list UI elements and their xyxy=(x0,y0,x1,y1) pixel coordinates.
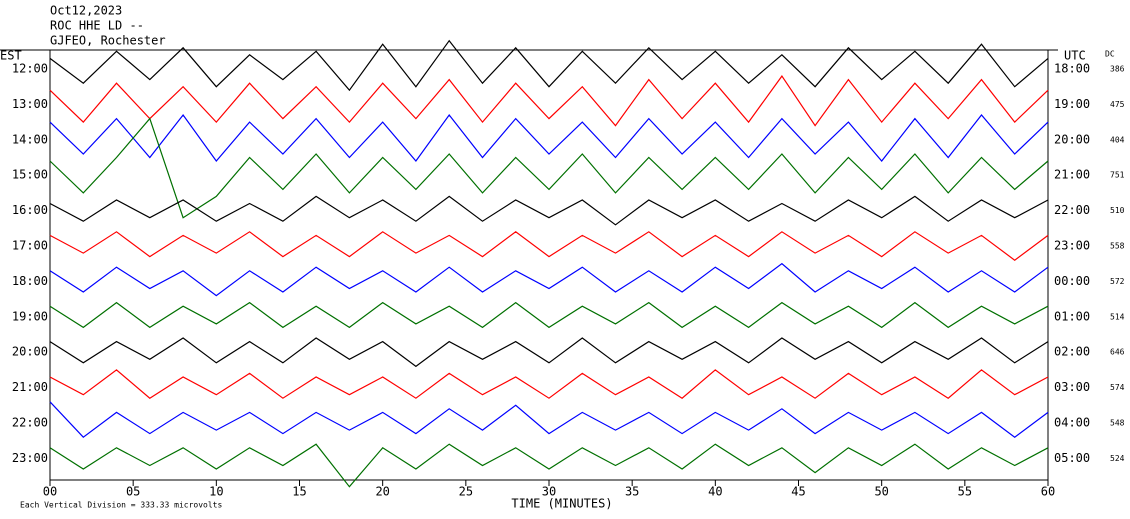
x-tick-label: 40 xyxy=(708,485,722,499)
dc-value: 475 xyxy=(1110,100,1125,109)
dc-value: 572 xyxy=(1110,277,1125,286)
x-axis-label: TIME (MINUTES) xyxy=(511,497,612,511)
utc-time: 22:00 xyxy=(1054,203,1090,217)
seismic-trace xyxy=(49,301,1049,329)
est-time: 17:00 xyxy=(12,239,48,253)
utc-time: 01:00 xyxy=(1054,309,1090,323)
utc-time: 05:00 xyxy=(1054,451,1090,465)
utc-time: 02:00 xyxy=(1054,345,1090,359)
seismic-trace xyxy=(49,337,1049,368)
utc-label: UTC xyxy=(1064,49,1086,63)
scale-note: Each Vertical Division = 333.33 microvol… xyxy=(20,501,222,510)
utc-time: 19:00 xyxy=(1054,97,1090,111)
x-tick-label: 15 xyxy=(292,485,306,499)
utc-time: 18:00 xyxy=(1054,62,1090,76)
est-time: 13:00 xyxy=(12,97,48,111)
est-time: 18:00 xyxy=(12,274,48,288)
seismic-trace xyxy=(49,262,1049,297)
x-tick-label: 25 xyxy=(459,485,473,499)
utc-time: 04:00 xyxy=(1054,416,1090,430)
x-tick-label: 05 xyxy=(126,485,140,499)
dc-value: 574 xyxy=(1110,383,1125,392)
utc-time: 20:00 xyxy=(1054,132,1090,146)
x-tick-label: 55 xyxy=(958,485,972,499)
date: Oct12,2023 xyxy=(50,4,122,18)
est-time: 20:00 xyxy=(12,345,48,359)
utc-time: 21:00 xyxy=(1054,168,1090,182)
x-tick-label: 30 xyxy=(542,485,556,499)
x-tick-label: 45 xyxy=(791,485,805,499)
est-time: 23:00 xyxy=(12,451,48,465)
x-tick-label: 00 xyxy=(43,485,57,499)
utc-time: 23:00 xyxy=(1054,239,1090,253)
station: ROC HHE LD -- xyxy=(50,19,144,33)
location: GJFEO, Rochester xyxy=(50,34,166,48)
dc-value: 524 xyxy=(1110,454,1125,463)
est-label: EST xyxy=(0,49,22,63)
est-time: 21:00 xyxy=(12,380,48,394)
seismic-trace xyxy=(49,401,1049,439)
x-tick-label: 50 xyxy=(874,485,888,499)
dc-value: 548 xyxy=(1110,419,1125,428)
est-time: 12:00 xyxy=(12,62,48,76)
seismic-trace xyxy=(49,39,1049,92)
est-time: 14:00 xyxy=(12,132,48,146)
dc-label: DC xyxy=(1105,50,1115,59)
est-time: 22:00 xyxy=(12,416,48,430)
dc-value: 386 xyxy=(1110,65,1125,74)
dc-value: 646 xyxy=(1110,348,1125,357)
seismic-trace xyxy=(49,75,1049,127)
x-tick-label: 20 xyxy=(375,485,389,499)
dc-value: 404 xyxy=(1110,135,1125,144)
seismic-trace xyxy=(49,369,1049,399)
dc-value: 514 xyxy=(1110,312,1125,321)
dc-value: 510 xyxy=(1110,206,1125,215)
seismic-trace xyxy=(49,195,1049,226)
seismic-trace xyxy=(49,117,1049,219)
dc-value: 751 xyxy=(1110,171,1125,180)
x-tick-label: 10 xyxy=(209,485,223,499)
utc-time: 03:00 xyxy=(1054,380,1090,394)
seismic-trace xyxy=(49,114,1049,162)
x-tick-label: 60 xyxy=(1041,485,1055,499)
est-time: 15:00 xyxy=(12,168,48,182)
seismic-trace xyxy=(49,231,1049,261)
utc-time: 00:00 xyxy=(1054,274,1090,288)
x-tick-label: 35 xyxy=(625,485,639,499)
seismic-trace xyxy=(49,443,1049,488)
est-time: 16:00 xyxy=(12,203,48,217)
est-time: 19:00 xyxy=(12,309,48,323)
dc-value: 558 xyxy=(1110,242,1125,251)
